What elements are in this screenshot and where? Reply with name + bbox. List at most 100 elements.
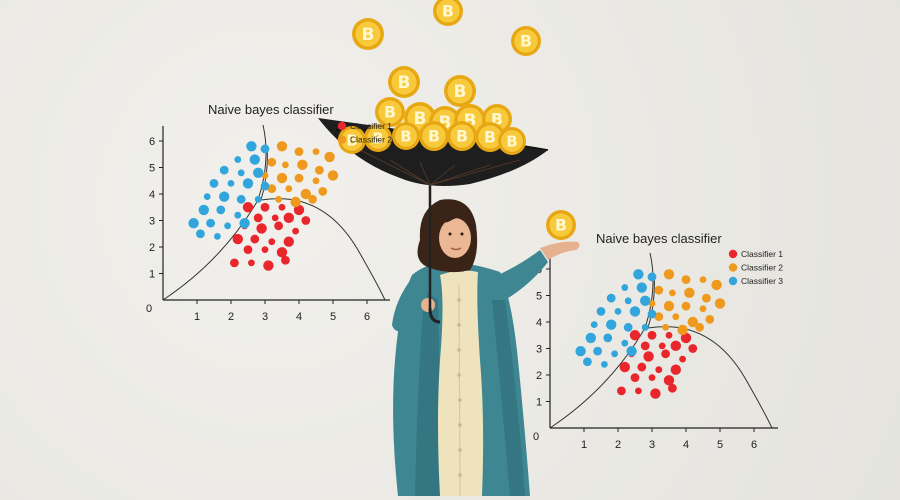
data-point [623, 322, 633, 332]
coin-symbol: B [520, 32, 532, 51]
data-point [647, 309, 657, 319]
data-point [617, 386, 626, 396]
origin-label: 0 [533, 431, 539, 443]
y-tick-label: 5 [536, 291, 542, 303]
y-tick-label: 4 [536, 317, 542, 329]
x-tick-label: 2 [228, 311, 234, 323]
legend-marker [728, 276, 738, 286]
chart-left-points [188, 141, 339, 271]
data-point [294, 147, 304, 157]
data-point [203, 193, 211, 201]
data-point [619, 361, 630, 373]
coin-symbol: B [555, 216, 567, 235]
x-tick-label: 6 [751, 439, 757, 451]
decision-boundary [647, 326, 773, 429]
data-point [621, 284, 629, 291]
data-point [214, 233, 221, 240]
x-tick-label: 4 [683, 439, 689, 451]
x-tick-label: 6 [364, 311, 370, 323]
data-point [647, 272, 657, 282]
face [439, 218, 471, 258]
data-point [687, 316, 698, 328]
bitcoin-coin: B [375, 97, 405, 127]
data-point [606, 319, 617, 330]
chart-left: Naive bayes classifier 0 1 2 3 4 5 6 1 2 3 4 5 6 [146, 102, 390, 323]
data-point [276, 247, 288, 258]
coin-symbol: B [442, 2, 454, 21]
chart-left-axes: 0 1 2 3 4 5 6 1 2 3 4 5 6 [146, 124, 390, 323]
x-tick-label: 5 [330, 311, 336, 323]
bitcoin-coin: B [511, 26, 541, 56]
legend-marker [337, 121, 347, 131]
bitcoin-coin: B [352, 18, 384, 50]
data-point [585, 332, 596, 344]
data-point [260, 144, 270, 154]
data-point [283, 212, 294, 224]
data-point [206, 218, 216, 228]
data-point [268, 238, 276, 246]
coin-face [377, 99, 403, 125]
data-point [621, 339, 629, 347]
x-tick-label: 1 [194, 311, 200, 323]
data-point [267, 157, 277, 167]
coin-symbol: B [456, 127, 468, 146]
data-point [626, 345, 637, 357]
data-point [243, 245, 253, 255]
coin-face [421, 123, 447, 149]
data-point [663, 300, 675, 312]
data-point [239, 217, 250, 229]
data-point [292, 227, 299, 235]
data-point [256, 223, 267, 234]
data-point [276, 172, 288, 184]
data-point [254, 195, 262, 203]
data-point [276, 141, 288, 152]
coin-face [394, 124, 418, 148]
y-tick-label: 2 [536, 370, 542, 382]
data-point [590, 321, 598, 329]
umbrella-handle [428, 307, 441, 324]
data-point [669, 289, 676, 297]
legend-label: Classifier 1 [741, 249, 783, 259]
bitcoin-coin: B [419, 121, 449, 151]
data-point [681, 301, 691, 311]
data-point [629, 330, 641, 341]
y-tick-label: 1 [149, 269, 155, 281]
data-point [293, 204, 305, 216]
legend-marker [728, 249, 738, 259]
bitcoin-coin: B [433, 0, 463, 26]
data-point [327, 170, 339, 181]
legend-label: Classifier 2 [741, 263, 783, 273]
data-point [216, 205, 226, 215]
bitcoin-coin: B [364, 124, 392, 152]
data-point [224, 222, 232, 230]
data-point [196, 229, 205, 239]
data-point [281, 255, 290, 265]
coin-symbol: B [506, 133, 517, 150]
data-point [290, 196, 301, 208]
data-point [318, 186, 328, 196]
data-point [705, 314, 715, 324]
coin-face [548, 212, 574, 238]
data-point [253, 213, 263, 223]
data-point [650, 388, 661, 399]
data-point [630, 373, 640, 383]
x-tick-label: 3 [262, 311, 268, 323]
y-tick-label: 6 [149, 136, 155, 148]
data-point [596, 307, 606, 316]
coin-symbol: B [346, 132, 357, 149]
coin-face [354, 20, 382, 48]
data-point [282, 161, 289, 169]
y-tick-label: 3 [149, 216, 155, 228]
data-point [601, 361, 608, 368]
left-hand [421, 298, 435, 312]
data-point [624, 297, 632, 305]
bitcoin-coin: B [546, 210, 576, 240]
coin-symbol: B [484, 128, 496, 147]
data-point [668, 383, 677, 393]
legend-label: Classifier 2 [350, 135, 392, 145]
coin-face [513, 28, 539, 54]
data-point [654, 285, 664, 295]
